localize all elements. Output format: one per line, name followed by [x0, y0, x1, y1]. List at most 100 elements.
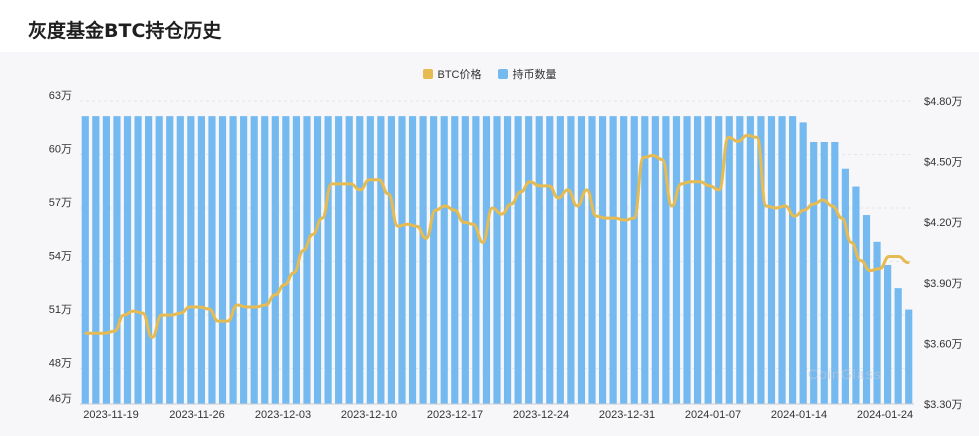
holdings-bar[interactable] [757, 116, 765, 405]
x-tick-label: 2023-12-10 [341, 409, 397, 421]
holdings-bar[interactable] [123, 116, 132, 405]
legend-item-holdings[interactable]: 持币数量 [497, 66, 557, 82]
holdings-bar[interactable] [651, 116, 659, 405]
holdings-bar[interactable] [493, 116, 501, 405]
holdings-bar[interactable] [261, 116, 269, 405]
holdings-bar[interactable] [313, 116, 322, 405]
y-left-tick-label: 60万 [49, 143, 72, 155]
holdings-bar[interactable] [282, 116, 290, 405]
holdings-bar[interactable] [113, 116, 121, 405]
holdings-bar[interactable] [683, 116, 691, 405]
holdings-bar[interactable] [884, 264, 892, 404]
holdings-bar[interactable] [588, 116, 596, 405]
holdings-bar[interactable] [862, 215, 871, 404]
holdings-bar[interactable] [704, 116, 712, 405]
holdings-bar[interactable] [335, 116, 343, 405]
holdings-bar[interactable] [598, 116, 607, 405]
holdings-bar[interactable] [145, 116, 153, 405]
holdings-bar[interactable] [430, 116, 438, 405]
holdings-bar[interactable] [102, 116, 110, 405]
x-tick-label: 2024-01-07 [685, 409, 741, 421]
holdings-bar[interactable] [218, 116, 227, 405]
holdings-bar[interactable] [556, 116, 564, 405]
holdings-bar[interactable] [408, 116, 417, 405]
holdings-bar[interactable] [240, 116, 248, 405]
holdings-bar[interactable] [905, 309, 913, 404]
holdings-bar[interactable] [641, 116, 649, 405]
holdings-bar[interactable] [831, 141, 839, 404]
x-tick-label: 2023-12-24 [513, 409, 569, 421]
holdings-bar[interactable] [514, 116, 522, 405]
y-right-tick-label: $3.30万 [924, 399, 963, 411]
holdings-bar[interactable] [271, 116, 279, 405]
holdings-bar[interactable] [567, 116, 575, 405]
holdings-bar[interactable] [155, 116, 163, 405]
holdings-bar[interactable] [799, 122, 807, 404]
x-tick-label: 2023-12-03 [255, 409, 311, 421]
holdings-bar[interactable] [672, 116, 681, 405]
holdings-bar[interactable] [620, 116, 628, 405]
holdings-bar[interactable] [229, 116, 237, 405]
legend-item-btc-price[interactable]: BTC价格 [422, 66, 482, 82]
holdings-bar[interactable] [303, 116, 311, 405]
holdings-bar[interactable] [767, 116, 776, 405]
holdings-bar[interactable] [778, 116, 786, 405]
holdings-bar[interactable] [197, 116, 205, 405]
x-tick-label: 2024-01-14 [771, 409, 827, 421]
holdings-bar[interactable] [693, 116, 702, 405]
holdings-bar[interactable] [630, 116, 638, 405]
holdings-bar[interactable] [736, 116, 744, 405]
x-tick-label: 2023-12-17 [427, 409, 483, 421]
holdings-bar[interactable] [852, 186, 860, 404]
holdings-bar[interactable] [250, 116, 258, 405]
holdings-bar[interactable] [546, 116, 554, 405]
holdings-bar[interactable] [176, 116, 184, 405]
holdings-bar[interactable] [461, 116, 469, 405]
holdings-bar[interactable] [525, 116, 533, 405]
holdings-bar[interactable] [292, 116, 301, 405]
holdings-bar[interactable] [482, 116, 491, 405]
y-left-tick-label: 51万 [49, 304, 72, 316]
btc-price-line [84, 133, 910, 339]
holdings-bar[interactable] [366, 116, 374, 405]
holdings-bar[interactable] [345, 116, 353, 405]
holdings-bar[interactable] [377, 116, 385, 405]
holdings-bar[interactable] [187, 116, 195, 405]
holdings-bar[interactable] [208, 116, 216, 405]
holdings-bar[interactable] [715, 116, 723, 405]
y-left-tick-label: 63万 [49, 90, 72, 102]
holdings-bar[interactable] [387, 116, 396, 405]
holdings-bar[interactable] [609, 116, 617, 405]
holdings-bar[interactable] [841, 168, 849, 404]
holdings-bar[interactable] [92, 116, 100, 405]
holdings-bar[interactable] [134, 116, 142, 405]
chart-legend: BTC价格 持币数量 [0, 66, 979, 82]
holdings-bar[interactable] [440, 116, 448, 405]
legend-swatch-btc-price [422, 69, 433, 79]
y-right-tick-label: $3.90万 [924, 278, 963, 290]
y-right-tick-label: $3.60万 [924, 338, 963, 350]
holdings-bar[interactable] [324, 116, 332, 405]
legend-label-holdings: 持币数量 [512, 69, 557, 81]
holdings-bar[interactable] [894, 288, 902, 404]
holdings-bar[interactable] [356, 116, 364, 405]
holdings-bar[interactable] [166, 116, 174, 405]
holdings-bar[interactable] [725, 116, 733, 405]
holdings-bar[interactable] [535, 116, 543, 405]
holdings-bar[interactable] [789, 116, 797, 405]
holdings-bar[interactable] [873, 241, 881, 404]
holdings-bar[interactable] [746, 116, 754, 405]
legend-swatch-holdings [497, 69, 508, 79]
holdings-bar[interactable] [81, 116, 89, 405]
holdings-bar[interactable] [577, 116, 586, 405]
holdings-bar[interactable] [662, 116, 670, 405]
holdings-bar[interactable] [810, 141, 818, 404]
holdings-bar[interactable] [820, 141, 828, 404]
holdings-bar[interactable] [451, 116, 459, 405]
holdings-bar[interactable] [398, 116, 406, 405]
y-left-tick-label: 57万 [49, 197, 72, 209]
holdings-bar[interactable] [503, 116, 512, 405]
y-left-tick-label: 48万 [49, 357, 72, 369]
holdings-bar[interactable] [419, 116, 427, 405]
holdings-bar[interactable] [472, 116, 480, 405]
